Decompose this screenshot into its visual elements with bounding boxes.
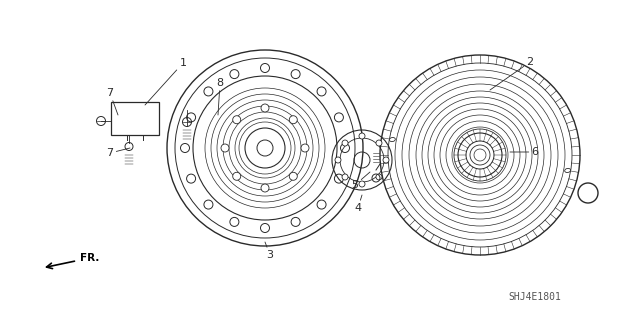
Circle shape [261, 104, 269, 112]
Text: 6: 6 [510, 147, 538, 157]
Circle shape [301, 144, 309, 152]
Circle shape [335, 174, 344, 183]
Circle shape [291, 70, 300, 78]
Text: 3: 3 [265, 242, 273, 260]
Circle shape [230, 218, 239, 226]
Circle shape [359, 181, 365, 187]
Circle shape [233, 172, 241, 180]
Circle shape [204, 200, 213, 209]
Text: FR.: FR. [47, 253, 99, 269]
Circle shape [317, 200, 326, 209]
Circle shape [376, 140, 382, 146]
Text: 8: 8 [216, 78, 223, 115]
Bar [111, 101, 159, 135]
Circle shape [340, 144, 349, 152]
Ellipse shape [389, 137, 396, 142]
Circle shape [261, 184, 269, 192]
Circle shape [260, 63, 269, 72]
Circle shape [359, 133, 365, 139]
Circle shape [260, 224, 269, 233]
Circle shape [233, 116, 241, 124]
Circle shape [291, 218, 300, 226]
Circle shape [289, 172, 298, 180]
Text: 7: 7 [106, 88, 118, 115]
Circle shape [204, 87, 213, 96]
Text: SHJ4E1801: SHJ4E1801 [509, 292, 561, 302]
Circle shape [187, 174, 196, 183]
Text: 5: 5 [351, 172, 370, 190]
Circle shape [221, 144, 229, 152]
Text: 4: 4 [355, 195, 362, 213]
Circle shape [376, 174, 382, 180]
Circle shape [335, 157, 341, 163]
Circle shape [230, 70, 239, 78]
Circle shape [187, 113, 196, 122]
Circle shape [289, 116, 298, 124]
Text: 7: 7 [106, 148, 130, 158]
Circle shape [383, 157, 389, 163]
Circle shape [342, 140, 348, 146]
Circle shape [180, 144, 189, 152]
Circle shape [342, 174, 348, 180]
Circle shape [317, 87, 326, 96]
Text: 1: 1 [145, 58, 186, 105]
Circle shape [335, 113, 344, 122]
Text: 2: 2 [490, 57, 534, 90]
Ellipse shape [564, 168, 571, 173]
